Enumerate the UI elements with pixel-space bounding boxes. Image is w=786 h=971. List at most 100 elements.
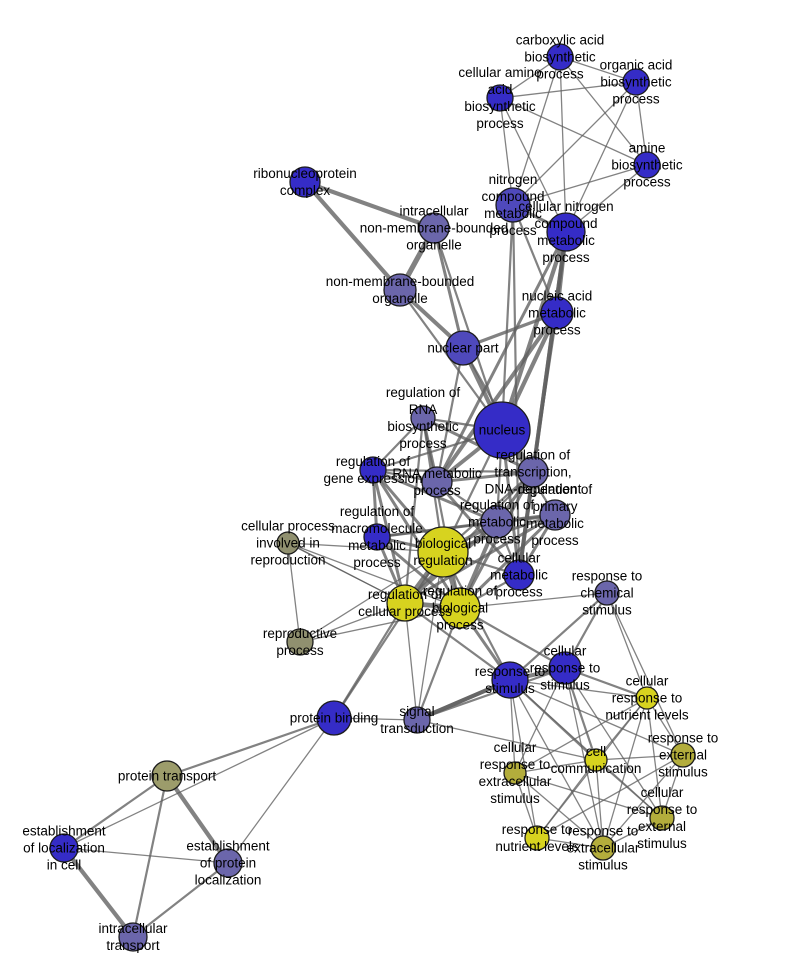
edge-ribonucleoprotein-complex--intracellular-non-membrane-bounded-organelle bbox=[302, 179, 437, 231]
edge-carboxylic-acid-biosynthetic-process--cellular-nitrogen-compound-metabolic-process bbox=[559, 56, 567, 233]
node-response-to-external-stimulus[interactable] bbox=[670, 742, 696, 768]
edge-regulation-of-transcription-dna-dependent--regulation-of-biological-process bbox=[458, 470, 535, 610]
edge-biological-regulation--reproductive-process bbox=[299, 551, 444, 643]
node-cellular-response-to-external-stimulus[interactable] bbox=[649, 805, 675, 831]
edge-ribonucleoprotein-complex--non-membrane-bounded-organelle bbox=[302, 179, 403, 293]
edge-protein-transport--establishment-of-localization-in-cell bbox=[62, 774, 169, 850]
edge-regulation-of-primary-metabolic-process--regulation-of-cellular-process bbox=[403, 513, 557, 605]
edge-cellular-nitrogen-compound-metabolic-process--nucleus bbox=[499, 229, 569, 433]
edge-biological-regulation--signal-transduction bbox=[416, 551, 444, 721]
node-cellular-response-to-stimulus[interactable] bbox=[548, 651, 582, 685]
edges-layer bbox=[61, 56, 684, 940]
edge-regulation-of-gene-expression--regulation-of-transcription-dna-dependent bbox=[371, 468, 535, 474]
node-intracellular-non-membrane-bounded-organelle[interactable] bbox=[418, 212, 450, 244]
node-protein-binding[interactable] bbox=[316, 700, 352, 736]
edge-signal-transduction--cellular-response-to-stimulus bbox=[415, 666, 567, 722]
edge-regulation-of-gene-expression--regulation-of-biological-process bbox=[371, 468, 462, 610]
node-response-to-extracellular-stimulus[interactable] bbox=[590, 835, 616, 861]
edge-response-to-chemical-stimulus--response-to-stimulus bbox=[508, 591, 609, 682]
edge-response-to-external-stimulus--response-to-extracellular-stimulus bbox=[602, 754, 684, 849]
node-signal-transduction[interactable] bbox=[403, 706, 431, 734]
edge-cellular-process-involved-in-reproduction--reproductive-process bbox=[287, 542, 301, 643]
edge-organic-acid-biosynthetic-process--cellular-nitrogen-compound-metabolic-process bbox=[565, 81, 637, 233]
edge-regulation-of-rna-biosynthetic-process--regulation-of-biological-process bbox=[421, 416, 462, 610]
node-nucleus[interactable] bbox=[473, 401, 531, 459]
edge-organic-acid-biosynthetic-process--amine-biosynthetic-process bbox=[635, 81, 648, 166]
edge-cell-communication--response-to-external-stimulus bbox=[595, 754, 684, 761]
node-cellular-nitrogen-compound-metabolic-process[interactable] bbox=[546, 212, 586, 252]
edge-cell-communication--cellular-response-to-extracellular-stimulus bbox=[514, 759, 597, 774]
edge-cellular-amino-acid-biosynthetic-process--cellular-nitrogen-compound-metabolic-process bbox=[499, 97, 567, 233]
edge-cellular-process-involved-in-reproduction--regulation-of-biological-process bbox=[287, 542, 461, 609]
node-regulation-of-rna-biosynthetic-process[interactable] bbox=[410, 405, 436, 431]
node-response-to-chemical-stimulus[interactable] bbox=[594, 580, 620, 606]
node-nuclear-part[interactable] bbox=[445, 330, 481, 366]
edge-response-to-chemical-stimulus--response-to-external-stimulus bbox=[606, 592, 684, 756]
edge-protein-binding--establishment-of-localization-in-cell bbox=[63, 717, 335, 849]
edge-carboxylic-acid-biosynthetic-process--amine-biosynthetic-process bbox=[559, 56, 648, 166]
nodes-layer bbox=[49, 43, 696, 952]
edge-cell-communication--response-to-extracellular-stimulus bbox=[595, 759, 604, 849]
node-cellular-response-to-nutrient-levels[interactable] bbox=[635, 686, 659, 710]
edge-cellular-response-to-stimulus--cellular-response-to-external-stimulus bbox=[564, 667, 663, 819]
node-intracellular-transport[interactable] bbox=[118, 922, 148, 952]
edge-regulation-of-primary-metabolic-process--regulation-of-biological-process bbox=[458, 513, 557, 610]
edge-cellular-amino-acid-biosynthetic-process--organic-acid-biosynthetic-process bbox=[499, 81, 637, 99]
edge-establishment-of-localization-in-cell--intracellular-transport bbox=[61, 845, 136, 940]
node-cellular-amino-acid-biosynthetic-process[interactable] bbox=[486, 84, 514, 112]
edge-cellular-amino-acid-biosynthetic-process--nitrogen-compound-metabolic-process bbox=[499, 97, 514, 206]
edge-regulation-of-cellular-process--protein-binding bbox=[332, 601, 407, 720]
node-regulation-of-transcription-dna-dependent[interactable] bbox=[517, 456, 549, 488]
edge-nucleic-acid-metabolic-process--rna-metabolic-process bbox=[435, 311, 559, 484]
edge-cell-communication--cellular-response-to-external-stimulus bbox=[595, 759, 663, 819]
node-regulation-of-metabolic-process[interactable] bbox=[480, 505, 514, 539]
node-ribonucleoprotein-complex[interactable] bbox=[289, 166, 321, 198]
edge-protein-transport--establishment-of-protein-localization bbox=[164, 773, 231, 866]
node-carboxylic-acid-biosynthetic-process[interactable] bbox=[546, 43, 574, 71]
edge-cellular-response-to-nutrient-levels--cellular-response-to-external-stimulus bbox=[646, 697, 663, 819]
labels-layer: carboxylic acid biosynthetic processcellul… bbox=[22, 33, 718, 953]
node-regulation-of-macromolecule-metabolic-process[interactable] bbox=[363, 523, 391, 551]
node-establishment-of-protein-localization[interactable] bbox=[213, 848, 243, 878]
node-establishment-of-localization-in-cell[interactable] bbox=[49, 833, 79, 863]
edge-carboxylic-acid-biosynthetic-process--nitrogen-compound-metabolic-process bbox=[512, 56, 561, 206]
edge-cellular-response-to-nutrient-levels--response-to-extracellular-stimulus bbox=[602, 697, 648, 849]
edge-organic-acid-biosynthetic-process--nitrogen-compound-metabolic-process bbox=[512, 81, 637, 206]
node-protein-transport[interactable] bbox=[151, 760, 183, 792]
node-regulation-of-biological-process[interactable] bbox=[439, 587, 481, 629]
node-biological-regulation[interactable] bbox=[417, 526, 469, 578]
edge-signal-transduction--cell-communication bbox=[416, 719, 597, 761]
node-regulation-of-primary-metabolic-process[interactable] bbox=[539, 499, 571, 531]
node-regulation-of-cellular-process[interactable] bbox=[386, 584, 424, 622]
node-cell-communication[interactable] bbox=[584, 748, 608, 772]
edge-establishment-of-protein-localization--intracellular-transport bbox=[131, 861, 230, 939]
node-non-membrane-bounded-organelle[interactable] bbox=[383, 273, 417, 307]
edge-nuclear-part--rna-metabolic-process bbox=[435, 346, 465, 484]
edge-cellular-process-involved-in-reproduction--regulation-of-cellular-process bbox=[287, 542, 406, 604]
edge-cellular-response-to-extracellular-stimulus--cellular-response-to-external-stimulus bbox=[514, 772, 663, 819]
node-regulation-of-gene-expression[interactable] bbox=[359, 456, 387, 484]
node-organic-acid-biosynthetic-process[interactable] bbox=[622, 68, 650, 96]
node-cellular-process-involved-in-reproduction[interactable] bbox=[276, 531, 300, 555]
edge-response-to-external-stimulus--response-to-nutrient-levels bbox=[536, 754, 684, 839]
edge-regulation-of-cellular-process--reproductive-process bbox=[299, 602, 406, 643]
edge-biological-regulation--cellular-process-involved-in-reproduction bbox=[287, 542, 444, 553]
edge-regulation-of-rna-biosynthetic-process--regulation-of-cellular-process bbox=[403, 416, 425, 605]
edge-cellular-amino-acid-biosynthetic-process--amine-biosynthetic-process bbox=[499, 97, 648, 166]
edge-response-to-chemical-stimulus--cellular-response-to-nutrient-levels bbox=[606, 592, 648, 699]
node-nitrogen-compound-metabolic-process[interactable] bbox=[495, 187, 531, 223]
edge-establishment-of-localization-in-cell--establishment-of-protein-localization bbox=[63, 847, 229, 864]
node-response-to-nutrient-levels[interactable] bbox=[524, 825, 550, 851]
node-cellular-metabolic-process[interactable] bbox=[503, 559, 535, 591]
node-amine-biosynthetic-process[interactable] bbox=[633, 151, 661, 179]
node-reproductive-process[interactable] bbox=[286, 628, 314, 656]
node-nucleic-acid-metabolic-process[interactable] bbox=[540, 296, 574, 330]
node-cellular-response-to-extracellular-stimulus[interactable] bbox=[503, 761, 527, 785]
node-rna-metabolic-process[interactable] bbox=[421, 466, 453, 498]
edge-cell-communication--response-to-nutrient-levels bbox=[536, 759, 597, 839]
edge-nitrogen-compound-metabolic-process--nucleus bbox=[500, 203, 515, 432]
node-response-to-stimulus[interactable] bbox=[491, 661, 529, 699]
edge-nitrogen-compound-metabolic-process--nucleic-acid-metabolic-process bbox=[511, 203, 559, 315]
